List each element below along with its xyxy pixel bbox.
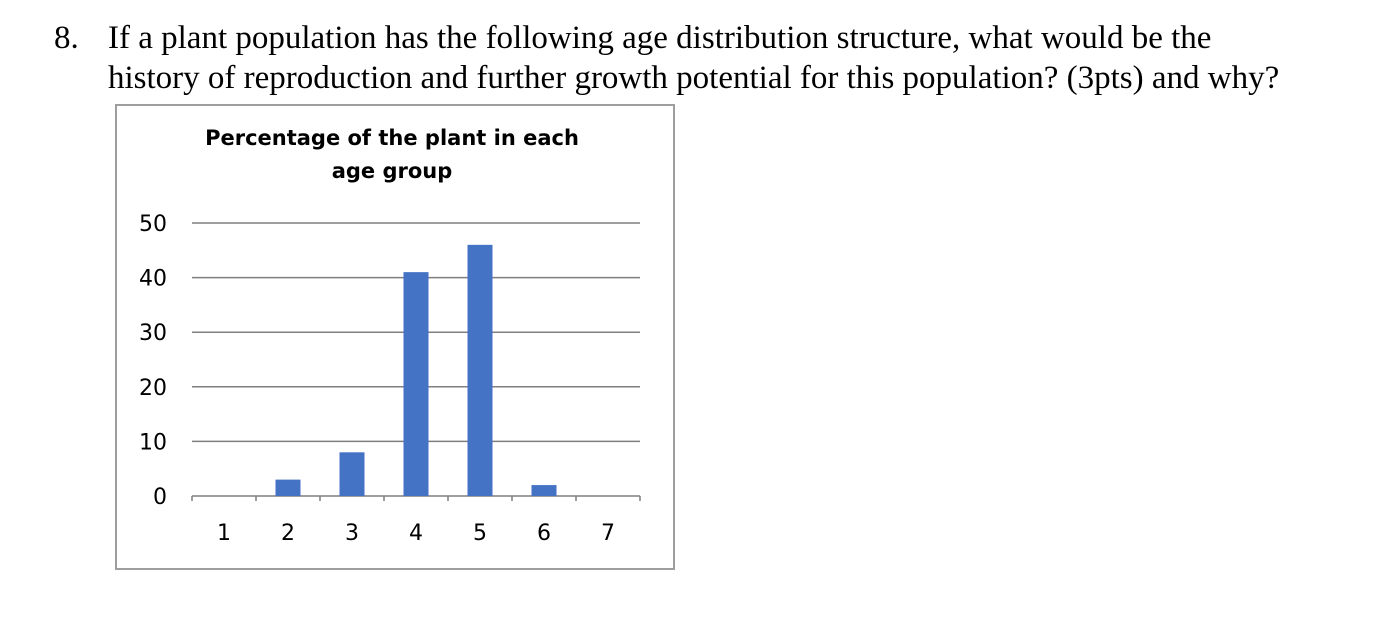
bar-chart: 0 10 20 30 40 50 1 2 3 4 5 6 7: [139, 212, 641, 546]
chart-container: Percentage of the plant in each age grou…: [115, 104, 675, 570]
x-tick-label-5: 5: [473, 521, 487, 546]
chart-title: Percentage of the plant in each age grou…: [205, 126, 579, 183]
question-number: 8.: [54, 20, 79, 56]
y-tick-label-10: 10: [139, 430, 167, 455]
bar-4: [403, 272, 429, 496]
y-tick-label-0: 0: [153, 485, 167, 510]
x-tick-label-7: 7: [601, 521, 615, 546]
bar-3: [339, 452, 365, 496]
x-tick-label-6: 6: [537, 521, 551, 546]
question-line-1: 8. If a plant population has the followin…: [54, 18, 1384, 58]
x-tick-label-4: 4: [409, 521, 423, 546]
bar-6: [531, 485, 557, 496]
question-text: 8. If a plant population has the followin…: [54, 18, 1384, 98]
bar-5: [467, 244, 493, 496]
y-tick-label-20: 20: [139, 376, 167, 401]
y-tick-label-30: 30: [139, 321, 167, 346]
y-tick-label-40: 40: [139, 267, 167, 292]
y-tick-label-50: 50: [139, 212, 167, 237]
question-line-2: history of reproduction and further grow…: [54, 58, 1384, 98]
question-line-1-text: If a plant population has the following …: [108, 20, 1212, 56]
x-tick-label-2: 2: [281, 521, 295, 546]
x-tick-label-1: 1: [217, 521, 231, 546]
bar-2: [275, 479, 301, 496]
x-tick-label-3: 3: [345, 521, 359, 546]
question-line-2-text: history of reproduction and further grow…: [108, 60, 1280, 96]
